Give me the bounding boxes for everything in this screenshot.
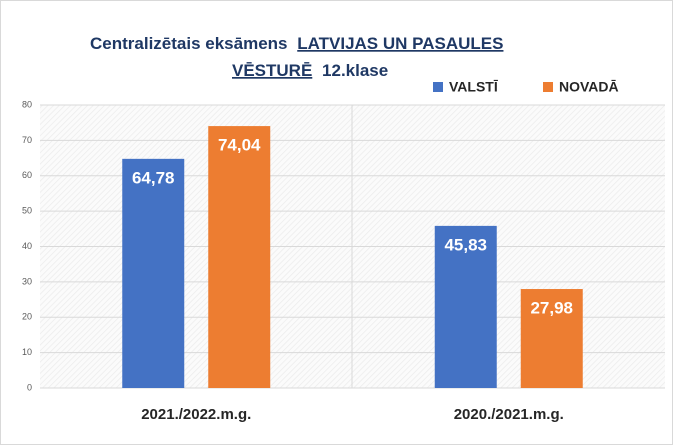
y-tick-label: 0 <box>27 382 32 392</box>
title-part: VĒSTURĒ <box>232 61 312 80</box>
value-label: 45,83 <box>444 235 487 254</box>
legend-label: NOVADĀ <box>559 79 619 95</box>
y-tick-label: 60 <box>22 170 32 180</box>
bar <box>208 126 271 388</box>
legend-label: VALSTĪ <box>449 79 499 95</box>
x-tick-label: 2021./2022.m.g. <box>141 406 251 423</box>
value-label: 74,04 <box>218 136 261 155</box>
y-tick-label: 30 <box>22 276 32 286</box>
y-tick-label: 20 <box>22 312 32 322</box>
x-tick-label: 2020./2021.m.g. <box>454 406 564 423</box>
y-tick-label: 40 <box>22 241 32 251</box>
bar <box>520 289 583 388</box>
bar <box>122 158 185 388</box>
y-tick-label: 10 <box>22 347 32 357</box>
title-part: 12.klase <box>322 61 388 80</box>
value-label: 64,78 <box>132 168 175 187</box>
title-part: LATVIJAS UN PASAULES <box>297 34 503 53</box>
y-tick-label: 80 <box>22 99 32 109</box>
value-label: 27,98 <box>530 299 573 318</box>
chart-title: Centralizētais eksāmens LATVIJAS UN PASA… <box>90 34 508 80</box>
y-tick-label: 50 <box>22 206 32 216</box>
title-part: Centralizētais eksāmens <box>90 34 288 53</box>
bar <box>434 225 497 388</box>
y-tick-label: 70 <box>22 135 32 145</box>
legend-swatch <box>433 82 443 92</box>
legend-swatch <box>543 82 553 92</box>
